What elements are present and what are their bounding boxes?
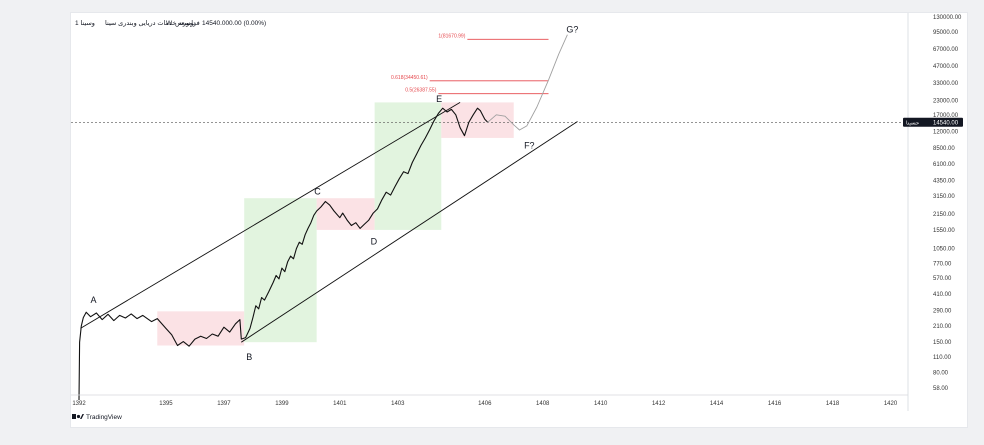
header-symbol[interactable]: وسینا 1	[75, 20, 95, 27]
wave-label-e: E	[436, 94, 442, 104]
y-tick-8500: 8500.00	[933, 146, 955, 152]
chart-frame: 1(81670.99) 0.618(34450.61) 0.5(26387.55) …	[70, 12, 968, 428]
y-tick-67000: 67000.00	[933, 47, 959, 53]
box-green-2	[244, 198, 317, 343]
fib-label-2: 0.618(34450.61)	[391, 75, 428, 81]
header-interval[interactable]: W	[166, 20, 173, 27]
price-badge-background	[903, 117, 963, 127]
y-tick-95000: 95000.00	[933, 30, 959, 36]
wave-labels-layer: A B C D E F? G?	[90, 25, 578, 363]
y-tick-47000: 47000.00	[933, 64, 959, 70]
header-name: توسعه خدمات دریایی وبندری سینا	[105, 20, 196, 27]
x-tick-1420: 1420	[884, 401, 898, 407]
y-tick-17000: 17000.00	[933, 113, 959, 119]
box-green-4	[374, 102, 442, 230]
current-price-badge: حسینا 14540.00	[903, 117, 963, 127]
wave-label-a: A	[90, 295, 96, 305]
x-tick-1418: 1418	[826, 401, 840, 407]
price-badge-label: حسینا	[906, 120, 919, 126]
tradingview-brand-text: TradingView	[86, 414, 122, 421]
wave-label-gq: G?	[566, 25, 578, 35]
x-tick-1397: 1397	[217, 401, 231, 407]
price-series-line	[78, 107, 489, 401]
x-tick-1399: 1399	[275, 401, 289, 407]
projection-path-line	[487, 34, 568, 131]
wave-label-fq: F?	[524, 141, 535, 151]
x-tick-1406: 1406	[478, 401, 492, 407]
y-tick-2150: 2150.00	[933, 212, 955, 218]
y-tick-1050: 1050.00	[933, 247, 955, 253]
x-axis[interactable]: 1392 1395 1397 1399 1401 1403 1406 1408 1410 1412…	[72, 401, 898, 407]
y-tick-150: 150.00	[933, 340, 952, 346]
channel-layer	[80, 102, 578, 343]
box-red-1	[157, 311, 245, 346]
y-tick-290: 290.00	[933, 308, 952, 314]
tradingview-logo-icon	[72, 414, 84, 419]
fib-label-3: 0.5(26387.55)	[405, 88, 436, 94]
y-tick-80: 80.00	[933, 370, 949, 376]
y-tick-210: 210.00	[933, 324, 952, 330]
y-tick-130000: 130000.00	[933, 15, 962, 21]
price-badge-value: 14540.00	[933, 120, 959, 126]
wave-label-d: D	[371, 236, 378, 246]
y-tick-3150: 3150.00	[933, 194, 955, 200]
x-tick-1408: 1408	[536, 401, 550, 407]
box-red-3	[316, 198, 375, 230]
y-tick-58: 58.00	[933, 386, 949, 392]
boxes-layer	[157, 102, 514, 346]
x-tick-1395: 1395	[159, 401, 173, 407]
series-layer	[78, 34, 568, 401]
x-tick-1410: 1410	[594, 401, 608, 407]
x-tick-1401: 1401	[333, 401, 347, 407]
header-change: 0.00 (0.00%)	[229, 20, 266, 27]
y-axis[interactable]: 130000.00 95000.00 67000.00 47000.00 33000.0…	[933, 15, 962, 392]
fib-layer: 1(81670.99) 0.618(34450.61) 0.5(26387.55)	[391, 33, 549, 95]
y-tick-6100: 6100.00	[933, 162, 955, 168]
x-tick-1412: 1412	[652, 401, 666, 407]
y-tick-770: 770.00	[933, 262, 952, 268]
tradingview-logo[interactable]: TradingView	[72, 414, 122, 421]
x-tick-1414: 1414	[710, 401, 724, 407]
x-tick-1392: 1392	[72, 401, 86, 407]
fib-label-1: 1(81670.99)	[438, 33, 465, 39]
chart-canvas[interactable]: 1(81670.99)0.618(34450.61)0.5(26387.55) …	[71, 13, 967, 427]
x-tick-1416: 1416	[768, 401, 782, 407]
wave-label-c: C	[314, 187, 321, 197]
y-tick-410: 410.00	[933, 292, 952, 298]
y-tick-33000: 33000.00	[933, 81, 959, 87]
y-tick-570: 570.00	[933, 276, 952, 282]
y-tick-12000: 12000.00	[933, 130, 959, 136]
x-tick-1403: 1403	[391, 401, 405, 407]
y-tick-110: 110.00	[933, 355, 952, 361]
header-price: 14540.00	[202, 20, 229, 27]
y-tick-4350: 4350.00	[933, 178, 955, 184]
y-tick-1550: 1550.00	[933, 228, 955, 234]
y-tick-23000: 23000.00	[933, 98, 959, 104]
channel-lower-line	[241, 121, 578, 343]
channel-upper-line	[80, 102, 461, 329]
wave-label-b: B	[246, 352, 252, 362]
header-exchange: فرابورس	[175, 20, 200, 27]
